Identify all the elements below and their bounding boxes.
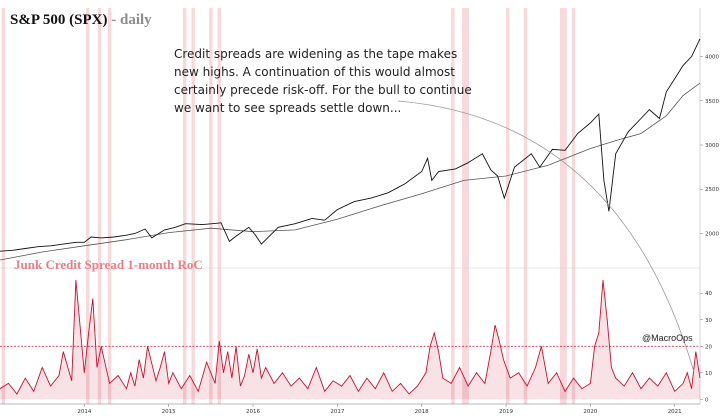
series-spread-roc-area [0, 280, 700, 400]
subtitle: Junk Credit Spread 1-month RoC [14, 257, 203, 272]
date-axis: 2014 2015 2016 2017 2018 2019 2020 2021 [77, 404, 682, 415]
stress-band-10 [506, 8, 510, 404]
series-spx-price [0, 38, 701, 252]
annotation-line-4: we want to see spreads settle down... [174, 101, 401, 115]
price-tick-label-3000: 3000 [705, 143, 719, 149]
stress-band-4 [183, 8, 187, 404]
credit-stress-bands [1, 8, 576, 404]
price-tick-label-3500: 3500 [705, 99, 719, 105]
annotation-line-3: certainly precede risk-off. For the bull… [174, 83, 472, 97]
stress-band-3 [107, 8, 112, 404]
title-main: S&P 500 (SPX) [10, 12, 108, 28]
rate-tick-label-10: 10 [705, 371, 712, 377]
chart-title: S&P 500 (SPX) - daily [10, 12, 152, 28]
rate-axis: 0 10 20 30 40 [700, 291, 712, 403]
price-tick-label-2500: 2500 [705, 187, 719, 193]
rate-tick-label-20: 20 [705, 344, 712, 350]
stress-band-13 [571, 8, 576, 404]
stress-band-8 [451, 8, 455, 404]
date-tick-label-2014: 2014 [77, 409, 91, 415]
stress-band-6 [209, 8, 213, 404]
rate-tick-label-40: 40 [705, 291, 712, 297]
series-moving-average [0, 82, 701, 261]
annotation-line-2: new highs. A continuation of this would … [174, 65, 455, 79]
stress-band-7 [217, 8, 221, 404]
price-axis: 2000 2500 3000 3500 4000 [700, 55, 719, 237]
stress-band-11 [523, 8, 528, 404]
date-tick-label-2017: 2017 [330, 409, 344, 415]
date-tick-label-2020: 2020 [583, 409, 597, 415]
stress-band-1 [86, 8, 90, 404]
watermark: @MacroOps [642, 333, 693, 343]
rate-tick-label-0: 0 [705, 397, 709, 403]
annotation-line-1: Credit spreads are widening as the tape … [174, 47, 457, 61]
series-spread-roc [0, 279, 701, 395]
date-tick-label-2015: 2015 [162, 409, 176, 415]
date-tick-label-2016: 2016 [246, 409, 260, 415]
stress-band-9 [462, 8, 469, 404]
title-suffix: - daily [108, 12, 153, 28]
annotation-arrow [397, 100, 695, 373]
stress-band-0 [1, 8, 6, 404]
rate-tick-label-30: 30 [705, 318, 712, 324]
stress-band-5 [191, 8, 195, 404]
date-tick-label-2018: 2018 [415, 409, 429, 415]
date-tick-label-2021: 2021 [668, 409, 682, 415]
price-tick-label-4000: 4000 [705, 55, 719, 61]
price-tick-label-2000: 2000 [705, 231, 719, 237]
annotation: Credit spreads are widening as the tape … [174, 47, 472, 115]
date-tick-label-2019: 2019 [499, 409, 513, 415]
stress-band-2 [97, 8, 102, 404]
stress-band-12 [560, 8, 567, 404]
